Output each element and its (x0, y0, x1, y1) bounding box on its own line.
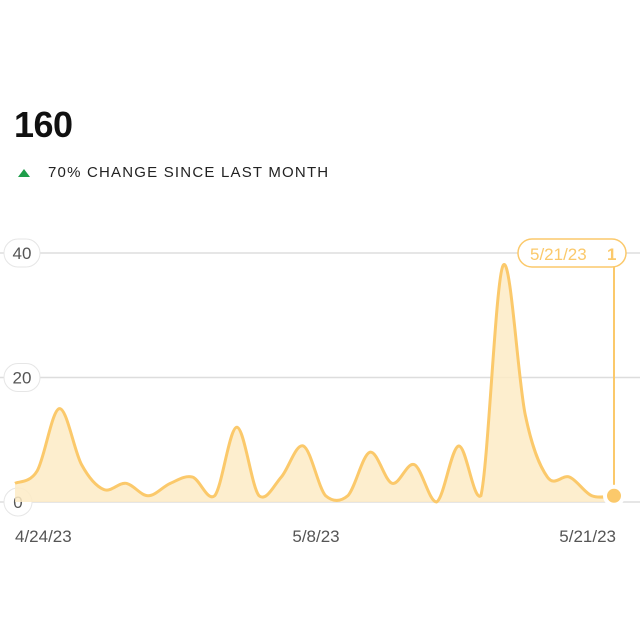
total-count: 160 (14, 104, 73, 145)
area-fill (15, 264, 614, 502)
y-tick-label: 20 (13, 369, 32, 388)
y-tick-pill (3, 238, 41, 268)
up-triangle-icon (18, 168, 30, 177)
x-tick-label: 5/8/23 (292, 527, 339, 546)
y-tick-label: 40 (13, 244, 32, 263)
series-line (14, 263, 615, 504)
tooltip-value: 1 (607, 245, 616, 264)
tooltip-box (517, 238, 627, 268)
hover-point (603, 484, 625, 507)
tooltip: 5/21/23 1 (517, 238, 627, 268)
change-indicator: 70% CHANGE SINCE LAST MONTH (18, 164, 329, 181)
tooltip-date: 5/21/23 (530, 245, 587, 264)
y-tick-pill (3, 363, 41, 392)
y-tick-label: 0 (13, 493, 22, 512)
x-tick-label: 4/24/23 (15, 527, 72, 546)
x-tick-label: 5/21/23 (559, 527, 616, 546)
change-label: 70% CHANGE SINCE LAST MONTH (48, 164, 330, 181)
